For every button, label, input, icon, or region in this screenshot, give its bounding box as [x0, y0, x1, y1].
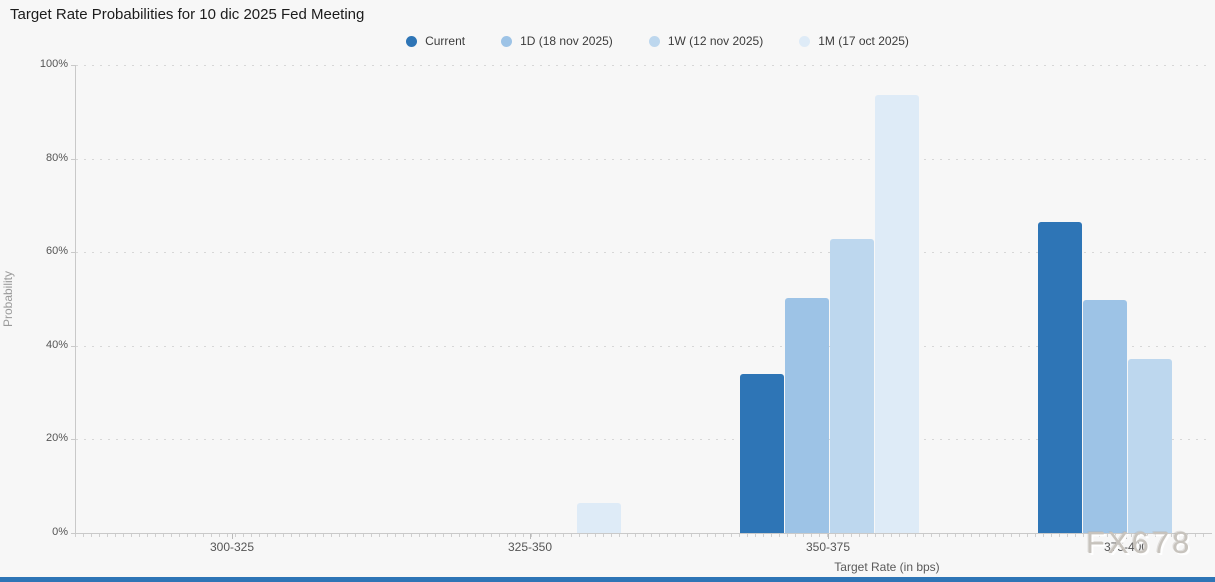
bar-1w-350-375[interactable]: [830, 239, 874, 533]
bar-1w-375-400[interactable]: [1128, 358, 1172, 533]
y-tick-mark: [71, 439, 75, 441]
bar-current-375-400[interactable]: [1038, 222, 1082, 533]
y-tick-mark: [71, 533, 75, 534]
y-tick-mark: [71, 345, 75, 347]
x-tick-label-375-400: 375-400: [1103, 540, 1149, 554]
y-tick-label-0: 0%: [52, 526, 68, 538]
gridline-40: [76, 345, 1212, 347]
bar-1d-350-375[interactable]: [785, 297, 829, 533]
bar-current-350-375[interactable]: [740, 374, 784, 533]
bar-1m-325-350[interactable]: [577, 503, 621, 533]
legend-dot-icon: [501, 35, 513, 47]
legend-item-3[interactable]: 1M (17 oct 2025): [799, 34, 909, 48]
x-tick-mark: [232, 534, 233, 539]
y-tick-label-20: 20%: [45, 432, 68, 445]
gridline-60: [76, 252, 1212, 254]
legend-dot-icon: [406, 35, 418, 47]
x-tick-mark: [530, 534, 531, 539]
legend-item-0[interactable]: Current: [406, 34, 465, 48]
legend-item-1[interactable]: 1D (18 nov 2025): [501, 34, 613, 48]
bar-1d-375-400[interactable]: [1083, 300, 1127, 533]
legend-dot-icon: [799, 35, 811, 47]
gridline-20: [76, 439, 1212, 441]
y-tick-label-40: 40%: [45, 338, 68, 351]
x-axis-minor-ticks: [75, 534, 1211, 537]
bar-1m-350-375[interactable]: [875, 94, 919, 533]
plot-area: [75, 65, 1212, 534]
legend-item-label: 1M (17 oct 2025): [818, 34, 909, 48]
x-tick-mark: [828, 534, 829, 539]
y-tick-mark: [71, 65, 75, 66]
x-tick-label-350-375: 350-375: [805, 540, 851, 554]
legend-item-2[interactable]: 1W (12 nov 2025): [648, 34, 764, 48]
footer-edge-bar: [0, 577, 1215, 582]
y-tick-label-80: 80%: [45, 151, 68, 164]
y-tick-label-100: 100%: [39, 58, 68, 70]
x-tick-mark: [1126, 534, 1127, 539]
legend-item-label: 1W (12 nov 2025): [667, 34, 764, 48]
fx678-watermark: FX678: [1086, 525, 1193, 560]
y-tick-mark: [71, 252, 75, 254]
chart-title: Target Rate Probabilities for 10 dic 202…: [10, 6, 365, 23]
gridline-80: [76, 158, 1212, 160]
legend-dot-icon: [648, 35, 660, 47]
y-tick-label-60: 60%: [45, 245, 68, 258]
x-axis-title: Target Rate (in bps): [834, 560, 940, 574]
legend-item-label: 1D (18 nov 2025): [520, 34, 613, 48]
legend: Current 1D (18 nov 2025) 1W (12 nov 2025) 1…: [0, 34, 1215, 48]
gridline-100: [76, 65, 1212, 66]
x-tick-label-300-325: 300-325: [209, 540, 255, 554]
legend-item-label: Current: [425, 34, 466, 48]
x-tick-label-325-350: 325-350: [507, 540, 553, 554]
y-tick-mark: [71, 158, 75, 160]
